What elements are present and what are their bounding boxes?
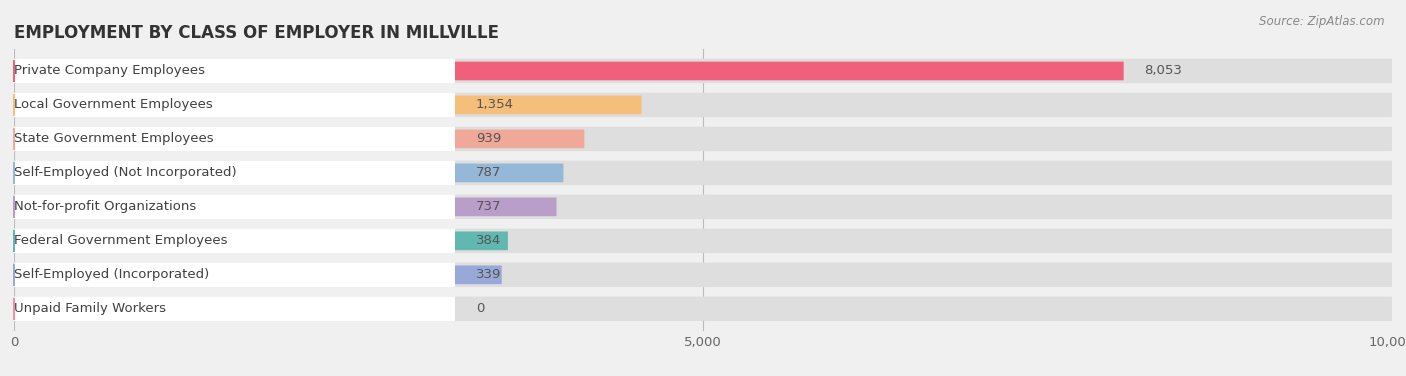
Text: Local Government Employees: Local Government Employees bbox=[14, 99, 212, 111]
Text: Unpaid Family Workers: Unpaid Family Workers bbox=[14, 302, 166, 315]
Text: Self-Employed (Incorporated): Self-Employed (Incorporated) bbox=[14, 268, 209, 281]
FancyBboxPatch shape bbox=[14, 297, 456, 321]
Text: Private Company Employees: Private Company Employees bbox=[14, 64, 205, 77]
FancyBboxPatch shape bbox=[456, 197, 557, 216]
FancyBboxPatch shape bbox=[14, 262, 456, 287]
Text: Not-for-profit Organizations: Not-for-profit Organizations bbox=[14, 200, 197, 213]
FancyBboxPatch shape bbox=[14, 161, 1392, 185]
FancyBboxPatch shape bbox=[14, 229, 1392, 253]
FancyBboxPatch shape bbox=[456, 96, 641, 114]
FancyBboxPatch shape bbox=[14, 297, 1392, 321]
FancyBboxPatch shape bbox=[456, 130, 585, 148]
FancyBboxPatch shape bbox=[14, 93, 456, 117]
FancyBboxPatch shape bbox=[14, 59, 1392, 83]
Text: EMPLOYMENT BY CLASS OF EMPLOYER IN MILLVILLE: EMPLOYMENT BY CLASS OF EMPLOYER IN MILLV… bbox=[14, 24, 499, 42]
Text: 8,053: 8,053 bbox=[1144, 64, 1182, 77]
FancyBboxPatch shape bbox=[14, 93, 1392, 117]
FancyBboxPatch shape bbox=[456, 232, 508, 250]
Text: 384: 384 bbox=[475, 234, 501, 247]
FancyBboxPatch shape bbox=[14, 161, 456, 185]
Text: 737: 737 bbox=[475, 200, 501, 213]
Text: 939: 939 bbox=[475, 132, 501, 146]
Text: State Government Employees: State Government Employees bbox=[14, 132, 214, 146]
FancyBboxPatch shape bbox=[14, 195, 1392, 219]
Text: 787: 787 bbox=[475, 167, 501, 179]
FancyBboxPatch shape bbox=[14, 262, 1392, 287]
Text: Federal Government Employees: Federal Government Employees bbox=[14, 234, 228, 247]
Text: Self-Employed (Not Incorporated): Self-Employed (Not Incorporated) bbox=[14, 167, 236, 179]
FancyBboxPatch shape bbox=[456, 62, 1123, 80]
FancyBboxPatch shape bbox=[456, 164, 564, 182]
FancyBboxPatch shape bbox=[14, 229, 456, 253]
FancyBboxPatch shape bbox=[456, 265, 502, 284]
Text: 0: 0 bbox=[475, 302, 484, 315]
FancyBboxPatch shape bbox=[14, 127, 1392, 151]
Text: Source: ZipAtlas.com: Source: ZipAtlas.com bbox=[1260, 15, 1385, 28]
Text: 339: 339 bbox=[475, 268, 501, 281]
FancyBboxPatch shape bbox=[14, 195, 456, 219]
FancyBboxPatch shape bbox=[14, 59, 456, 83]
Text: 1,354: 1,354 bbox=[475, 99, 513, 111]
FancyBboxPatch shape bbox=[14, 127, 456, 151]
